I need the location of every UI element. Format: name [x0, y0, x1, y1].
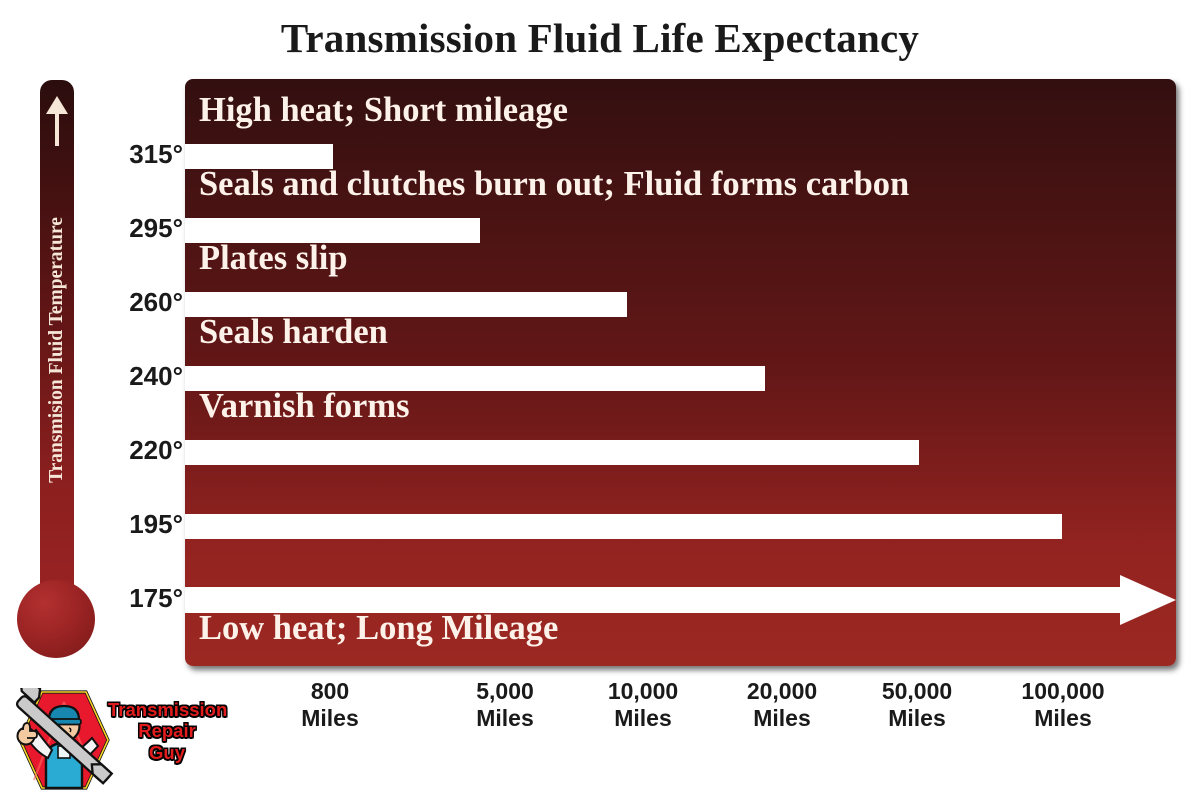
svg-text:Transmision Fluid Temperature: Transmision Fluid Temperature	[46, 217, 67, 483]
